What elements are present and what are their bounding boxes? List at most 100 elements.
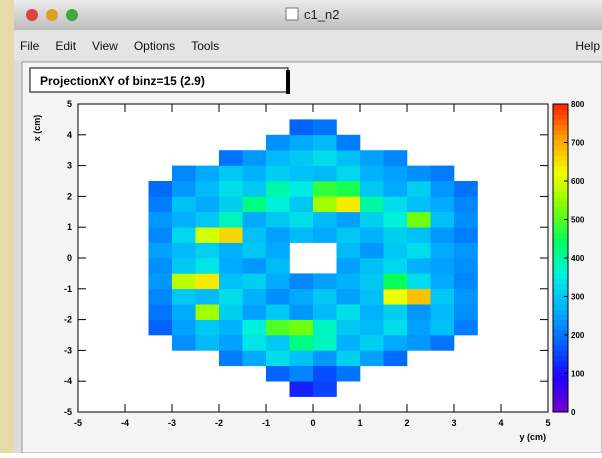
- heatmap-cell: [525, 381, 549, 397]
- colorbar-band: [553, 350, 568, 357]
- heatmap-cell: [407, 227, 431, 243]
- colorbar-band: [553, 181, 568, 187]
- heatmap-cell: [501, 289, 525, 305]
- y-tick-label: -5: [64, 407, 72, 417]
- heatmap-cell: [125, 381, 149, 397]
- heatmap-cell: [172, 397, 196, 413]
- heatmap-cell: [501, 150, 525, 166]
- colorbar-band: [553, 268, 568, 274]
- colorbar-band: [553, 273, 568, 280]
- title-bar: [14, 0, 602, 30]
- heatmap-cell: [407, 181, 431, 197]
- heatmap-cell: [195, 165, 220, 182]
- menu-item[interactable]: View: [92, 39, 118, 53]
- heatmap-cell: [290, 397, 314, 413]
- heatmap-cell: [290, 243, 314, 259]
- heatmap-cell: [102, 320, 126, 336]
- heatmap-cell: [430, 227, 455, 243]
- colorbar-band: [553, 104, 568, 110]
- colorbar-tick-label: 100: [571, 370, 585, 379]
- colorbar-tick-label: 400: [571, 254, 585, 263]
- menu-item[interactable]: Options: [134, 39, 175, 53]
- heatmap-cell: [102, 381, 126, 397]
- colorbar-band: [553, 191, 568, 197]
- heatmap-cell: [172, 350, 196, 366]
- heatmap-cell: [313, 304, 337, 320]
- colorbar-band: [553, 288, 568, 295]
- heatmap-cell: [242, 258, 267, 274]
- heatmap-cell: [407, 304, 431, 320]
- heatmap-cell: [454, 319, 478, 336]
- heatmap-cell: [196, 366, 220, 382]
- heatmap-cell: [431, 104, 455, 120]
- heatmap-cell: [125, 181, 149, 197]
- heatmap-cell: [102, 181, 126, 197]
- heatmap-cell: [219, 366, 243, 382]
- heatmap-cell: [78, 273, 102, 289]
- heatmap-cell: [383, 242, 408, 259]
- heatmap-cell: [289, 119, 314, 136]
- heatmap-cell: [478, 366, 502, 382]
- heatmap-cell: [525, 227, 549, 243]
- heatmap-cell: [525, 258, 549, 274]
- heatmap-cell: [242, 273, 267, 290]
- heatmap-cell: [290, 104, 314, 120]
- heatmap-cell: [313, 211, 337, 228]
- heatmap-cell: [478, 181, 502, 197]
- heatmap-cell: [383, 350, 408, 367]
- heatmap-cell: [289, 288, 314, 305]
- menu-item[interactable]: Edit: [55, 39, 76, 53]
- heatmap-cell: [172, 135, 196, 151]
- zoom-button[interactable]: [66, 9, 78, 21]
- heatmap-cell: [360, 211, 384, 228]
- heatmap-cell: [148, 196, 173, 213]
- heatmap-cell: [195, 196, 220, 213]
- heatmap-cell: [149, 366, 173, 382]
- heatmap-cell: [383, 335, 408, 351]
- heatmap-cell: [360, 397, 384, 413]
- heatmap-cell: [196, 119, 220, 135]
- heatmap-cell: [219, 350, 243, 367]
- heatmap-cell: [360, 119, 384, 135]
- heatmap-cell: [125, 119, 149, 135]
- close-button[interactable]: [26, 9, 38, 21]
- menu-help[interactable]: Help: [575, 39, 600, 53]
- heatmap-cell: [172, 242, 196, 259]
- heatmap-cell: [525, 212, 549, 228]
- heatmap-cell: [407, 258, 431, 274]
- heatmap-cell: [290, 258, 314, 274]
- heatmap-cell: [219, 211, 243, 228]
- heatmap-cell: [102, 243, 126, 259]
- heatmap-cell: [313, 381, 337, 397]
- colorbar-band: [553, 109, 568, 115]
- heatmap-cell: [172, 227, 196, 243]
- heatmap-cell: [172, 304, 196, 320]
- colorbar-band: [553, 391, 568, 398]
- heatmap-cell: [102, 304, 126, 320]
- heatmap-cell: [383, 150, 408, 166]
- heatmap-cell: [383, 258, 408, 274]
- heatmap-cell: [242, 196, 267, 213]
- heatmap-cell: [336, 350, 361, 367]
- menu-item[interactable]: Tools: [191, 39, 219, 53]
- heatmap-cell: [360, 165, 384, 182]
- minimize-button[interactable]: [46, 9, 58, 21]
- colorbar-tick-label: 0: [571, 408, 576, 417]
- heatmap-cell: [407, 350, 431, 366]
- heatmap-cell: [289, 381, 314, 397]
- heatmap-cell: [125, 258, 149, 274]
- heatmap-cell: [102, 135, 126, 151]
- heatmap-cell: [78, 366, 102, 382]
- heatmap-cell: [337, 119, 361, 135]
- heatmap-cell: [266, 319, 290, 336]
- heatmap-cell: [102, 350, 126, 366]
- heatmap-cell: [102, 166, 126, 182]
- heatmap-cell: [266, 211, 290, 228]
- heatmap-cell: [478, 243, 502, 259]
- heatmap-cell: [102, 212, 126, 228]
- x-tick-label: -1: [262, 418, 270, 428]
- colorbar-band: [553, 386, 568, 392]
- heatmap-cell: [172, 288, 196, 305]
- menu-item[interactable]: File: [20, 39, 40, 53]
